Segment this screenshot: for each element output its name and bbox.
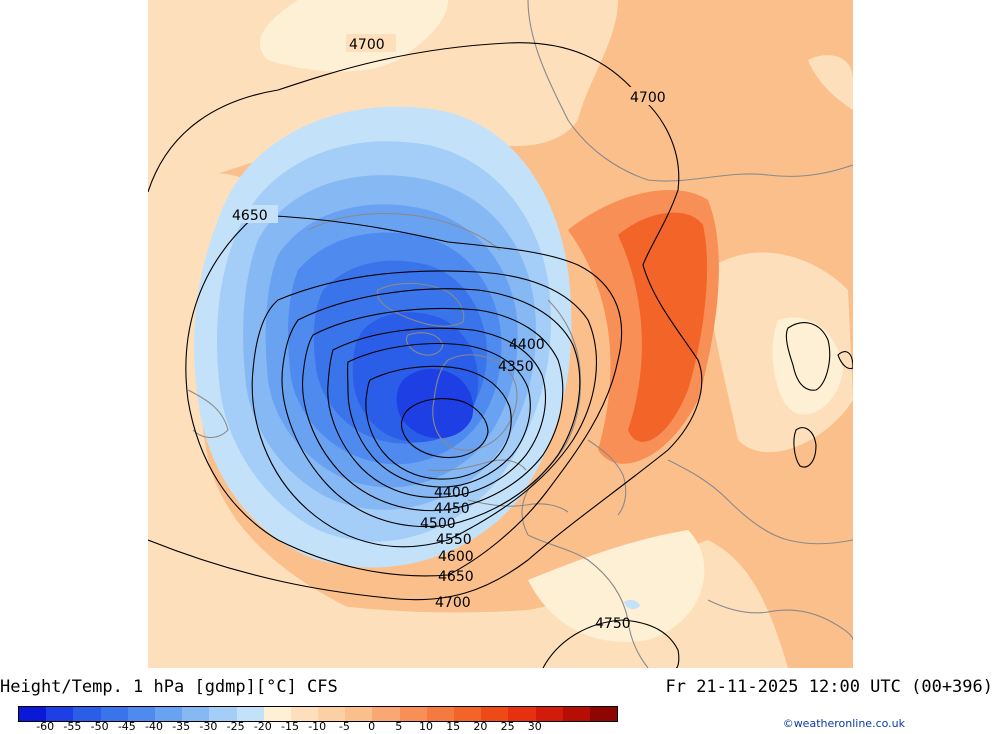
contour-label: 4550 [436,532,472,548]
legend-tick-label: 5 [395,720,403,733]
contour-label: 4500 [420,516,456,532]
contour-label: 4400 [509,337,545,353]
legend-swatch [236,707,264,721]
weather-map: 4700 4700 4650 4400 4350 4400 4450 4500 … [148,0,853,668]
legend-tick-label: -30 [199,720,218,733]
contour-label: 4350 [498,359,534,375]
contour-label: 4650 [232,208,268,224]
legend-tick-label: -10 [308,720,327,733]
forecast-datetime: Fr 21-11-2025 12:00 UTC (00+396) [665,677,993,697]
legend-tick-label: -55 [63,720,82,733]
color-legend [18,706,619,722]
legend-tick-label: 15 [446,720,461,733]
legend-swatch [100,707,128,721]
contour-label: 4700 [435,595,471,611]
legend-swatch [263,707,291,721]
dark-orange-core [618,212,708,442]
legend-tick-label: -35 [172,720,191,733]
contour-label: 4600 [438,549,474,565]
legend-tick-label: -40 [145,720,163,733]
light-blue-patch-south [624,599,640,610]
legend-tick-label: -25 [226,720,245,733]
contour-label: 4750 [595,616,631,632]
legend-tick-label: 30 [527,720,542,733]
legend-swatch [127,707,155,721]
legend-swatch [589,707,618,721]
legend-swatch [508,707,536,721]
legend-tick-label: -15 [281,720,299,733]
legend-swatch [19,707,47,721]
coastlines [187,0,853,668]
pale-region-west [148,173,428,668]
legend-swatch [345,707,373,721]
credit-link[interactable]: ©weatheronline.co.uk [782,717,905,730]
legend-tick-label: -45 [117,720,136,733]
legend-swatch [182,707,210,721]
legend-swatch [562,707,590,721]
legend-swatch [154,707,183,721]
height-contours [148,42,853,668]
legend-tick-label: -5 [338,720,350,733]
legend-tick-label: 25 [500,720,515,733]
legend-swatch [535,707,563,721]
legend-swatch [290,707,319,721]
cold-region-7 [396,368,474,439]
legend-swatch [399,707,427,721]
very-pale-patch-east [772,317,843,415]
legend-swatch [481,707,509,721]
contour-label: 4400 [434,485,470,501]
legend-tick-label: -60 [36,720,55,733]
contour-labels: 4700 4700 4650 4400 4350 4400 4450 4500 … [230,34,677,632]
legend-swatch [318,707,346,721]
map-title: Height/Temp. 1 hPa [gdmp][°C] CFS [0,677,338,697]
contour-label: 4650 [438,569,474,585]
legend-swatch [372,707,400,721]
legend-tick-label: -20 [253,720,272,733]
legend-swatch [209,707,237,721]
contour-label: 4450 [434,501,470,517]
legend-tick-label: 0 [368,720,376,733]
legend-tick-label: 20 [473,720,488,733]
legend-swatch [454,707,482,721]
pale-patch-northeast [808,55,853,110]
legend-tick-label: 10 [419,720,433,733]
contour-label: 4700 [349,37,385,53]
legend-swatch [73,707,101,721]
legend-ticks: -60 -55 -50 -45 -40 -35 -30 -25 -20 -15 -10 -5 0 5 10 1… [18,720,563,734]
legend-swatch [46,707,74,721]
legend-swatch [426,707,454,721]
very-pale-region-south [528,530,705,642]
contour-label: 4700 [630,90,666,106]
legend-tick-label: -50 [90,720,109,733]
